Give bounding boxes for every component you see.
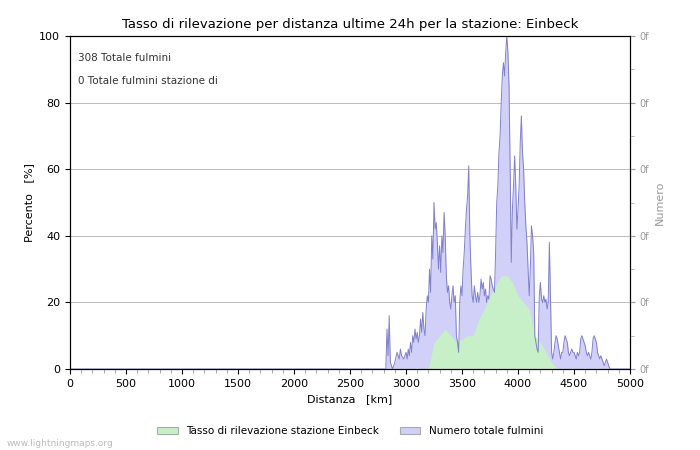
Y-axis label: Numero: Numero (654, 180, 665, 225)
Legend: Tasso di rilevazione stazione Einbeck, Numero totale fulmini: Tasso di rilevazione stazione Einbeck, N… (153, 422, 547, 440)
Y-axis label: Percento   [%]: Percento [%] (24, 163, 34, 242)
Text: 0 Totale fulmini stazione di: 0 Totale fulmini stazione di (78, 76, 218, 86)
Title: Tasso di rilevazione per distanza ultime 24h per la stazione: Einbeck: Tasso di rilevazione per distanza ultime… (122, 18, 578, 31)
Text: 308 Totale fulmini: 308 Totale fulmini (78, 53, 172, 63)
Text: www.lightningmaps.org: www.lightningmaps.org (7, 439, 113, 448)
X-axis label: Distanza   [km]: Distanza [km] (307, 394, 393, 404)
